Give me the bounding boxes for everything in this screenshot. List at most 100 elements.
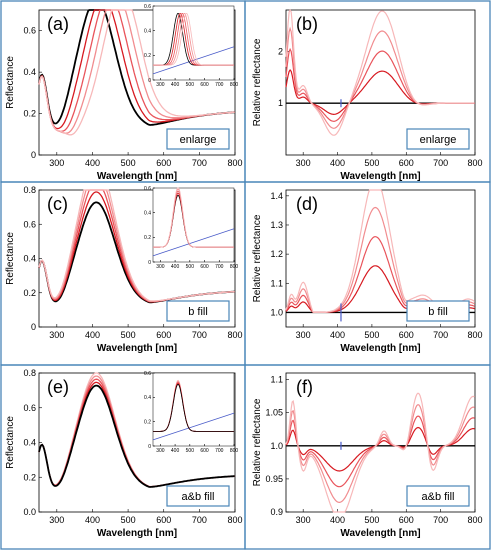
panel-a-x-tick-label: 500 bbox=[121, 158, 136, 168]
panel-f-x-tick-label: 500 bbox=[364, 515, 379, 525]
panel-c-inset-y-tick-label: 0.4 bbox=[144, 210, 151, 216]
panel-e-x-axis-label: Wavelength [nm] bbox=[97, 528, 177, 539]
panel-e-inset-y-tick-label: 0.4 bbox=[144, 395, 151, 401]
panel-f-x-tick-label: 700 bbox=[433, 515, 448, 525]
panel-e-x-tick-label: 400 bbox=[85, 515, 100, 525]
panel-c: 300 400 500 600 700 800 0 0.2 0.4 0.6 0.8 300 400 500… bbox=[5, 185, 243, 354]
panel-c-x-tick-label: 300 bbox=[49, 330, 64, 340]
panel-a-inset-x-tick-label: 700 bbox=[215, 82, 224, 88]
panel-b-y-axis-label: Relative reflectance bbox=[252, 38, 263, 126]
panel-a-y-tick-label: 0 bbox=[31, 150, 36, 160]
panel-e-inset-y-tick-label: 0 bbox=[148, 444, 151, 450]
panel-c-inset-x-tick-label: 700 bbox=[215, 264, 224, 270]
panel-a-box-label: enlarge bbox=[180, 134, 217, 146]
panel-d-y-tick-label: 1.2 bbox=[270, 249, 283, 259]
panel-c-y-tick-label: 0.8 bbox=[23, 185, 36, 195]
panel-f-series-line bbox=[285, 426, 475, 472]
panel-f-x-tick-label: 600 bbox=[399, 515, 414, 525]
panel-b-x-tick-label: 700 bbox=[433, 158, 448, 168]
panel-e-x-tick-label: 600 bbox=[156, 515, 171, 525]
panel-f-x-tick-label: 800 bbox=[467, 515, 482, 525]
panel-c-y-tick-label: 0.6 bbox=[23, 219, 36, 229]
panel-e-x-tick-label: 700 bbox=[192, 515, 207, 525]
panel-a-x-tick-label: 700 bbox=[192, 158, 207, 168]
panel-c-inset-x-tick-label: 300 bbox=[156, 264, 165, 270]
panel-b-x-tick-label: 500 bbox=[364, 158, 379, 168]
panel-e-inset-x-tick-label: 300 bbox=[156, 448, 165, 454]
panel-d-y-tick-label: 1.3 bbox=[270, 220, 283, 230]
panel-d-y-tick-label: 1.1 bbox=[270, 278, 283, 288]
panel-a-inset-y-tick-label: 0.6 bbox=[144, 4, 151, 10]
panel-e-y-tick-label: 0.4 bbox=[23, 438, 36, 448]
panel-c-inset-y-tick-label: 0.2 bbox=[144, 235, 151, 241]
panel-e-y-tick-label: 0.8 bbox=[23, 368, 36, 378]
panel-e-y-tick-label: 0.2 bbox=[23, 472, 36, 482]
panel-a-box bbox=[166, 128, 230, 150]
panel-d-x-axis-label: Wavelength [nm] bbox=[340, 343, 420, 354]
panel-c-box-label: b fill bbox=[188, 306, 208, 318]
panel-a: 300 400 500 600 700 800 0 0.2 0.4 0.6 300 400 500 600… bbox=[5, 4, 243, 182]
panel-c-x-tick-label: 500 bbox=[121, 330, 136, 340]
panel-c-label: (c) bbox=[47, 194, 68, 214]
panel-a-inset-x-tick-label: 400 bbox=[171, 82, 180, 88]
panel-e-inset: 300 400 500 600 700 800 0 0.2 0.4 0.6 bbox=[144, 371, 238, 454]
panel-a-x-tick-label: 800 bbox=[227, 158, 242, 168]
panel-b-plot-frame bbox=[285, 9, 476, 156]
panel-c-x-tick-label: 400 bbox=[85, 330, 100, 340]
panel-c-inset-series-line bbox=[153, 187, 234, 248]
panel-c-x-tick-label: 700 bbox=[192, 330, 207, 340]
panel-d-y-tick-label: 1.4 bbox=[270, 191, 283, 201]
panel-f-y-tick-label: 1.05 bbox=[265, 408, 283, 418]
panel-c-inset-y-tick-label: 0.6 bbox=[144, 186, 151, 192]
panel-a-inset-reference-line bbox=[152, 46, 235, 75]
panel-e-y-tick-label: 0.6 bbox=[23, 403, 36, 413]
panel-c-inset-y-tick-label: 0 bbox=[148, 260, 151, 266]
panel-c-y-axis-label: Reflectance bbox=[5, 232, 16, 285]
panel-d-x-tick-label: 700 bbox=[433, 330, 448, 340]
panel-e-inset-reference-line bbox=[152, 412, 235, 441]
panel-b-x-tick-label: 800 bbox=[467, 158, 482, 168]
panel-c-x-axis-label: Wavelength [nm] bbox=[97, 343, 177, 354]
panel-a-x-tick-label: 600 bbox=[156, 158, 171, 168]
panel-e-x-tick-label: 800 bbox=[227, 515, 242, 525]
panel-e-inset-x-tick-label: 700 bbox=[215, 448, 224, 454]
panel-f-x-axis-label: Wavelength [nm] bbox=[340, 528, 420, 539]
panel-e-label: (e) bbox=[47, 377, 69, 397]
panel-a-inset-x-tick-label: 800 bbox=[230, 82, 239, 88]
panel-a-y-tick-label: 0.4 bbox=[23, 67, 36, 77]
panel-a-x-tick-label: 400 bbox=[85, 158, 100, 168]
panel-e-inset-x-tick-label: 400 bbox=[171, 448, 180, 454]
panel-d-x-tick-label: 400 bbox=[330, 330, 345, 340]
panel-e-box bbox=[166, 485, 230, 507]
panel-f-box-label: a&b fill bbox=[421, 491, 454, 503]
panel-b-series-line bbox=[285, 8, 475, 136]
panel-a-inset-x-tick-label: 600 bbox=[200, 82, 209, 88]
panel-c-inset: 300 400 500 600 700 800 0 0.2 0.4 0.6 bbox=[144, 186, 238, 270]
cell-f bbox=[244, 364, 491, 550]
panel-a-inset-plot-frame bbox=[152, 5, 235, 81]
panel-b-label: (b) bbox=[296, 14, 318, 34]
panel-f-y-tick-label: 0.95 bbox=[265, 474, 283, 484]
panel-d-y-axis-label: Relative reflectance bbox=[252, 214, 263, 302]
panel-b-series-line bbox=[285, 47, 475, 122]
panel-c-inset-x-tick-label: 500 bbox=[186, 264, 195, 270]
panel-e-inset-x-tick-label: 600 bbox=[200, 448, 209, 454]
panel-f-x-tick-label: 400 bbox=[330, 515, 345, 525]
panel-a-series-line bbox=[38, 9, 235, 136]
panel-f-label: (f) bbox=[296, 377, 313, 397]
panel-f-y-axis-label: Relative reflectance bbox=[252, 398, 263, 486]
panel-c-inset-reference-line bbox=[152, 228, 235, 257]
panel-e-inset-y-tick-label: 0.6 bbox=[144, 371, 151, 377]
panel-d-y-tick-label: 1.0 bbox=[270, 307, 283, 317]
panel-c-y-tick-label: 0.4 bbox=[23, 254, 36, 264]
panel-e-inset-x-tick-label: 800 bbox=[230, 448, 239, 454]
panel-a-inset-y-tick-label: 0.4 bbox=[144, 28, 151, 34]
panel-f-series-line bbox=[285, 392, 475, 513]
panels: 300 400 500 600 700 800 0 0.2 0.4 0.6 300 400 500 600… bbox=[5, 4, 483, 539]
panel-b: 300 400 500 600 700 800 1 2 (b) Wavelength [nm] Re… bbox=[252, 8, 483, 182]
panel-c-x-tick-label: 600 bbox=[156, 330, 171, 340]
panel-b-box-label: enlarge bbox=[420, 134, 457, 146]
panel-d-series-line bbox=[285, 206, 475, 313]
